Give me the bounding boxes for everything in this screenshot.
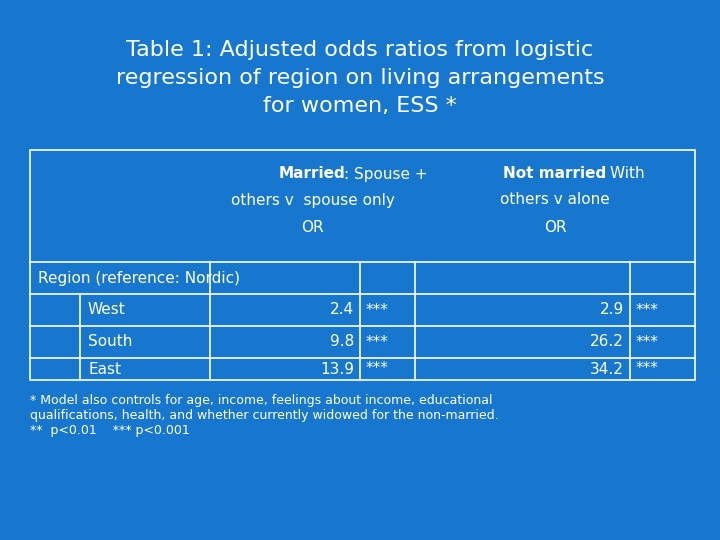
Text: 9.8: 9.8 <box>330 334 354 349</box>
Text: 26.2: 26.2 <box>590 334 624 349</box>
Text: East: East <box>88 361 121 376</box>
Text: West: West <box>88 302 126 318</box>
Text: Region (reference: Nordic): Region (reference: Nordic) <box>38 271 240 286</box>
Text: : With: : With <box>600 166 644 181</box>
Text: ***: *** <box>636 361 659 376</box>
Text: 13.9: 13.9 <box>320 361 354 376</box>
Text: 2.9: 2.9 <box>600 302 624 318</box>
Text: 2.4: 2.4 <box>330 302 354 318</box>
Text: **  p<0.01    *** p<0.001: ** p<0.01 *** p<0.001 <box>30 424 190 437</box>
Text: * Model also controls for age, income, feelings about income, educational: * Model also controls for age, income, f… <box>30 394 492 407</box>
Text: others v  spouse only: others v spouse only <box>230 192 395 207</box>
Text: South: South <box>88 334 132 349</box>
Text: ***: *** <box>366 334 389 349</box>
Text: Not married: Not married <box>503 166 607 181</box>
Text: ***: *** <box>366 302 389 318</box>
Text: Table 1: Adjusted odds ratios from logistic
regression of region on living arran: Table 1: Adjusted odds ratios from logis… <box>116 40 604 116</box>
Text: OR: OR <box>301 220 324 235</box>
Text: : Spouse +: : Spouse + <box>344 166 428 181</box>
Text: ***: *** <box>636 334 659 349</box>
Text: others v alone: others v alone <box>500 192 610 207</box>
Text: ***: *** <box>636 302 659 318</box>
Text: ***: *** <box>366 361 389 376</box>
Text: OR: OR <box>544 220 567 235</box>
Text: 34.2: 34.2 <box>590 361 624 376</box>
Bar <box>30 150 695 380</box>
Text: qualifications, health, and whether currently widowed for the non-married.: qualifications, health, and whether curr… <box>30 409 499 422</box>
Text: Married: Married <box>279 166 346 181</box>
